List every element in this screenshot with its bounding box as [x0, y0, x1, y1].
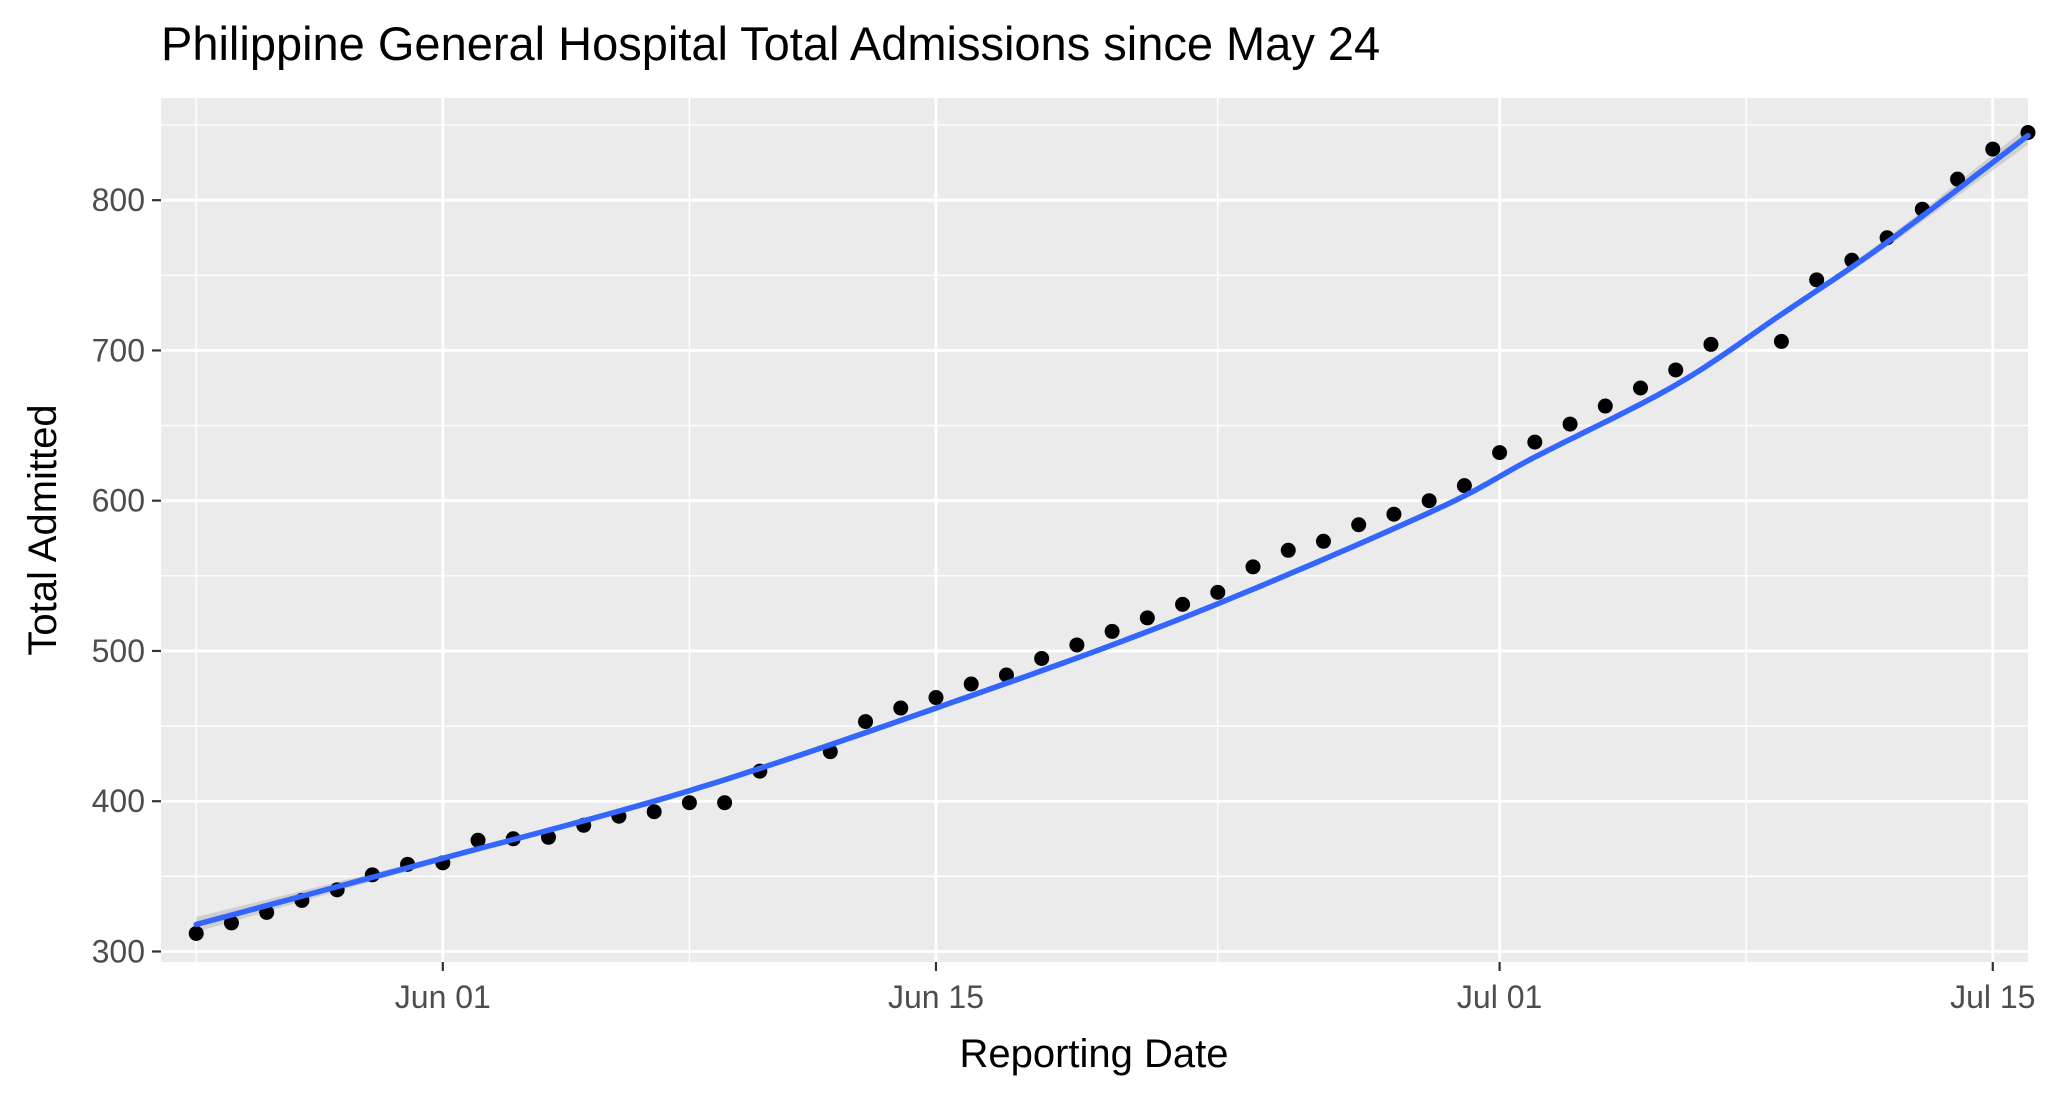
data-point	[1034, 650, 1050, 666]
data-point	[1421, 493, 1437, 509]
data-point	[188, 925, 204, 941]
data-point	[1773, 333, 1789, 349]
data-point	[1703, 336, 1719, 352]
data-point	[1668, 362, 1684, 378]
data-point	[1633, 380, 1649, 396]
data-point	[1069, 637, 1085, 653]
y-tick-label: 500	[92, 633, 145, 669]
data-point	[646, 804, 662, 820]
x-tick-label: Jul 01	[1457, 979, 1542, 1015]
data-point	[1139, 610, 1155, 626]
data-point	[893, 700, 909, 716]
minor-gridlines	[161, 98, 2028, 962]
data-point	[1245, 559, 1261, 575]
y-tick-label: 800	[92, 182, 145, 218]
y-tick-label: 400	[92, 783, 145, 819]
data-point	[1527, 434, 1543, 450]
data-point	[717, 795, 733, 811]
trend-line	[193, 132, 2031, 928]
y-axis: 300 400 500 600 700 800	[92, 182, 161, 969]
data-point	[1562, 416, 1578, 432]
data-point	[963, 676, 979, 692]
x-tick-label: Jun 15	[888, 979, 984, 1015]
x-tick-label: Jun 01	[395, 979, 491, 1015]
x-axis: Jun 01 Jun 15 Jul 01 Jul 15	[395, 962, 2035, 1015]
data-point	[1985, 141, 2001, 157]
data-point	[681, 795, 697, 811]
data-point	[1950, 171, 1966, 187]
plot-panel	[161, 98, 2028, 962]
y-tick-label: 300	[92, 933, 145, 969]
x-tick-label: Jul 15	[1950, 979, 2035, 1015]
data-point	[1809, 272, 1825, 288]
data-point	[223, 915, 239, 931]
chart-title: Philippine General Hospital Total Admiss…	[161, 17, 1380, 70]
data-point	[1315, 533, 1331, 549]
data-point	[1210, 584, 1226, 600]
data-point	[1280, 542, 1296, 558]
data-point	[858, 714, 874, 730]
data-point	[998, 667, 1014, 683]
data-point	[928, 690, 944, 706]
data-point	[1386, 506, 1402, 522]
data-point	[1104, 623, 1120, 639]
data-points	[188, 125, 2036, 941]
x-axis-title: Reporting Date	[959, 1032, 1228, 1076]
data-point	[1456, 478, 1472, 494]
y-axis-title: Total Admitted	[21, 404, 65, 655]
data-point	[1492, 445, 1508, 461]
data-point	[1597, 398, 1613, 414]
data-point	[1351, 517, 1367, 533]
data-point	[1175, 596, 1191, 612]
data-point	[470, 832, 486, 848]
major-gridlines	[161, 98, 2028, 962]
y-tick-label: 700	[92, 332, 145, 368]
y-tick-label: 600	[92, 483, 145, 519]
